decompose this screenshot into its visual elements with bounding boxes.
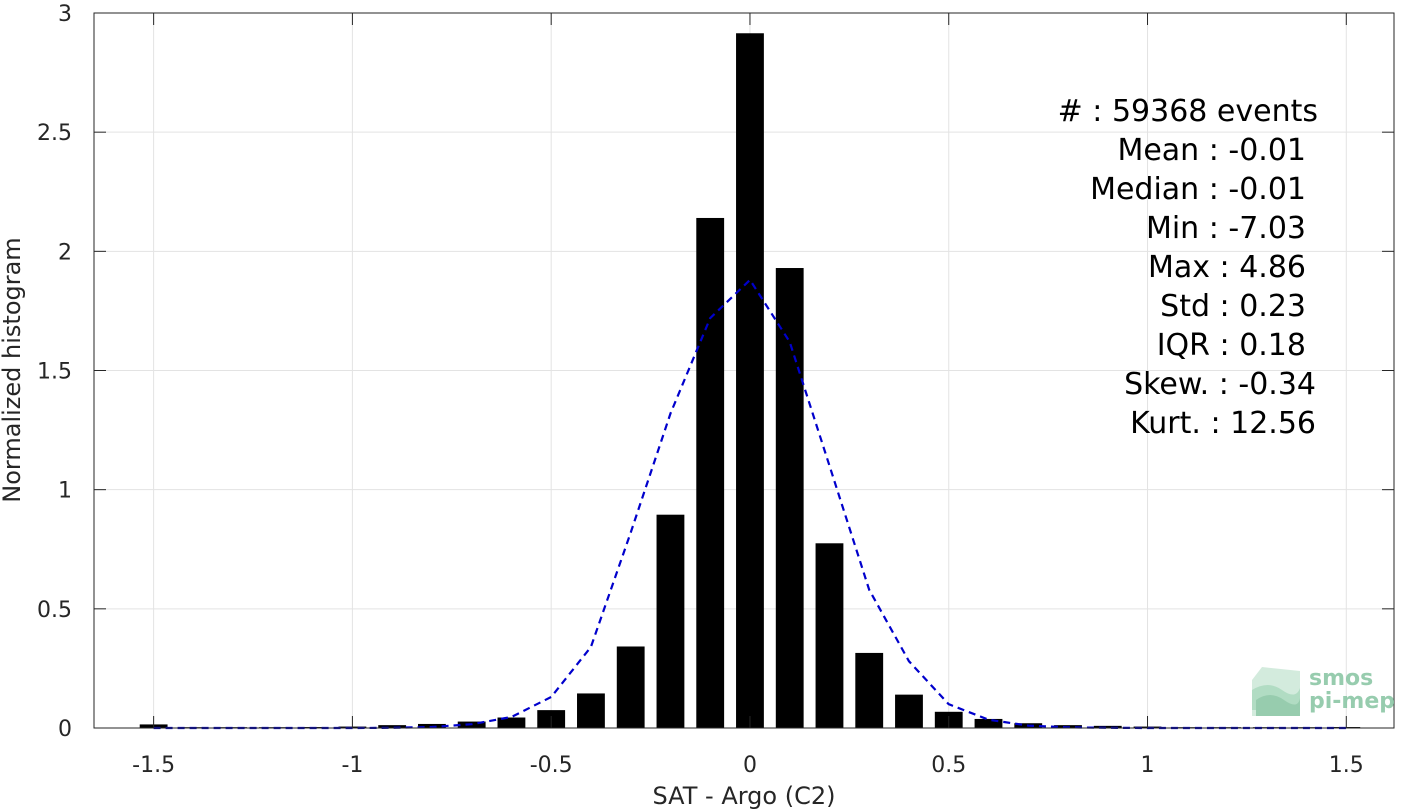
bar-series (139, 33, 1361, 728)
stats-box: # : 59368 events Mean : -0.01 Median : -… (1058, 94, 1318, 441)
stat-mean: Mean : -0.01 (1117, 133, 1306, 168)
histogram-bar (497, 717, 526, 728)
x-tick-labels: -1.5 -1 -0.5 0 0.5 1 1.5 (132, 753, 1364, 778)
x-tick-label: -1 (341, 753, 363, 778)
stat-std: Std : 0.23 (1160, 289, 1306, 324)
y-tick-label: 3 (58, 2, 72, 27)
y-tick-label: 2.5 (37, 121, 72, 146)
histogram-bar (656, 514, 685, 728)
histogram-bar (378, 725, 407, 728)
histogram-bar (895, 694, 923, 728)
histogram-bar (736, 33, 764, 728)
x-tick-label: 1 (1141, 753, 1155, 778)
stat-skew: Skew. : -0.34 (1124, 367, 1316, 402)
y-tick-label: 2 (58, 240, 72, 265)
y-tick-label: 1.5 (37, 360, 72, 385)
axis-ticks (94, 12, 1394, 729)
histogram-bar (1093, 725, 1122, 728)
x-tick-label: 0 (743, 753, 757, 778)
y-tick-label: 0 (58, 717, 72, 742)
y-tick-label: 1 (58, 479, 72, 504)
histogram-bar (974, 718, 1003, 728)
histogram-bar (855, 652, 884, 728)
stat-kurt: Kurt. : 12.56 (1130, 406, 1316, 441)
logo-waves-icon (1252, 667, 1300, 716)
x-tick-label: -1.5 (132, 753, 175, 778)
logo-text-pi-mep: pi-mep (1309, 689, 1395, 714)
x-tick-label: -0.5 (530, 753, 573, 778)
x-axis-label: SAT - Argo (C2) (653, 782, 836, 810)
stat-min: Min : -7.03 (1146, 211, 1306, 246)
histogram-bar (616, 646, 645, 728)
x-tick-label: 1.5 (1329, 753, 1364, 778)
logo-text-smos: smos (1309, 666, 1373, 691)
histogram-bar (577, 693, 605, 728)
stat-events: # : 59368 events (1058, 94, 1318, 129)
y-tick-label: 0.5 (37, 598, 72, 623)
histogram-bar (696, 217, 725, 728)
smos-pi-mep-logo: smos pi-mep (1252, 666, 1395, 716)
histogram-bar (775, 268, 804, 728)
stat-max: Max : 4.86 (1148, 250, 1306, 285)
stat-median: Median : -0.01 (1090, 172, 1306, 207)
histogram-bar (815, 543, 844, 728)
y-tick-labels: 0 0.5 1 1.5 2 2.5 3 (37, 2, 72, 742)
stat-iqr: IQR : 0.18 (1157, 328, 1306, 363)
y-axis-label: Normalized histogram (0, 237, 26, 502)
x-tick-label: 0.5 (931, 753, 966, 778)
